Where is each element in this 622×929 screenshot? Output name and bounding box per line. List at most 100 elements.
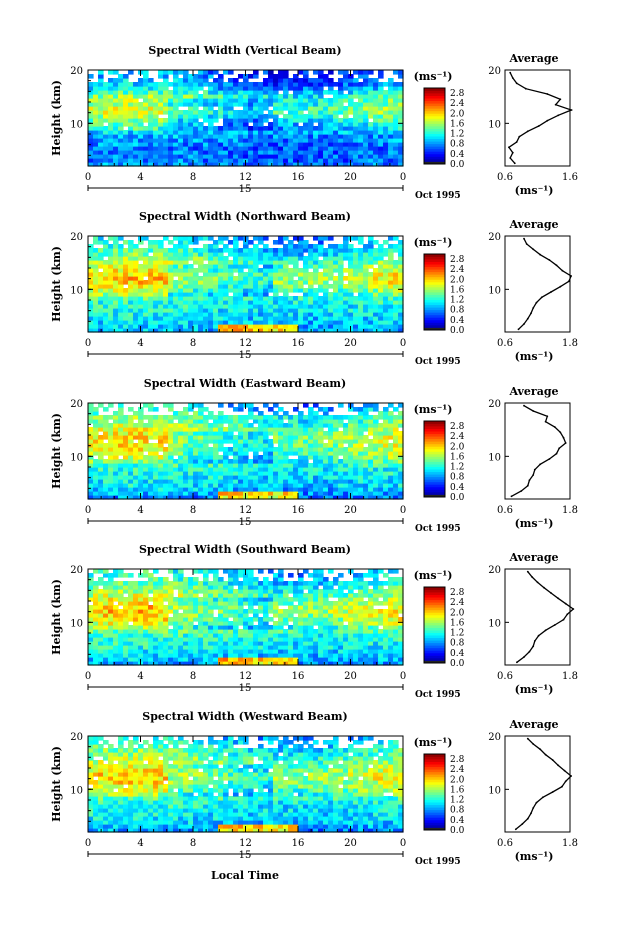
- heat-cell: [363, 427, 369, 432]
- heat-cell: [348, 487, 354, 492]
- heat-cell: [308, 288, 314, 293]
- heat-cell: [283, 300, 289, 305]
- heat-cell: [268, 423, 274, 428]
- heat-cell: [288, 637, 294, 642]
- heat-cell: [123, 158, 129, 163]
- heat-cell: [113, 272, 119, 277]
- heat-cell: [213, 419, 219, 424]
- heat-cell: [273, 328, 279, 333]
- heat-cell: [133, 264, 139, 269]
- heat-cell: [383, 126, 389, 131]
- heat-cell: [233, 82, 239, 87]
- heat-cell: [273, 158, 279, 163]
- heat-cell: [238, 272, 244, 277]
- heat-cell: [263, 320, 269, 325]
- heat-cell: [363, 459, 369, 464]
- heat-cell: [313, 130, 319, 135]
- heat-cell: [178, 491, 184, 496]
- heat-cell: [188, 324, 194, 329]
- heat-cell: [223, 158, 229, 163]
- heat-cell: [333, 328, 339, 333]
- heat-cell: [168, 451, 174, 456]
- heat-cell: [368, 158, 374, 163]
- heat-cell: [398, 431, 404, 436]
- heat-cell: [173, 645, 179, 650]
- heat-cell: [273, 74, 279, 79]
- heat-cell: [123, 260, 129, 265]
- heat-cell: [303, 240, 309, 245]
- heat-cell: [128, 118, 134, 123]
- heat-cell: [88, 316, 94, 321]
- heat-cell: [163, 320, 169, 325]
- heat-cell: [208, 130, 214, 135]
- x-tick-label: 0: [400, 505, 406, 516]
- heat-cell: [128, 328, 134, 333]
- heat-cell: [213, 146, 219, 151]
- heat-cell: [193, 268, 199, 273]
- heat-cell: [303, 90, 309, 95]
- heat-cell: [173, 479, 179, 484]
- heat-cell: [133, 316, 139, 321]
- heat-cell: [138, 296, 144, 301]
- heat-cell: [358, 90, 364, 95]
- heat-cell: [298, 296, 304, 301]
- heat-cell: [163, 138, 169, 143]
- heat-cell: [273, 439, 279, 444]
- heat-cell: [123, 272, 129, 277]
- heat-cell: [183, 280, 189, 285]
- heat-cell: [193, 288, 199, 293]
- colorbar-segment: [424, 269, 445, 273]
- heat-cell: [203, 126, 209, 131]
- heat-cell: [298, 467, 304, 472]
- heat-cell: [248, 74, 254, 79]
- heat-cell: [383, 661, 389, 666]
- heat-cell: [338, 641, 344, 646]
- heat-cell: [283, 134, 289, 139]
- heat-cell: [338, 284, 344, 289]
- heat-cell: [143, 154, 149, 159]
- heat-cell: [238, 320, 244, 325]
- heat-cell: [148, 280, 154, 285]
- heat-cell: [323, 431, 329, 436]
- heat-cell: [168, 316, 174, 321]
- colorbar-segment: [424, 259, 445, 262]
- heat-cell: [178, 142, 184, 147]
- x-tick-label: 0: [85, 338, 91, 349]
- heat-cell: [148, 264, 154, 269]
- heat-cell: [243, 138, 249, 143]
- heat-cell: [118, 312, 124, 317]
- heat-cell: [268, 304, 274, 309]
- heat-cell: [358, 324, 364, 329]
- heat-cell: [153, 467, 159, 472]
- heat-cell: [193, 236, 199, 241]
- average-x-tick-label: 1.8: [562, 338, 578, 349]
- heat-cell: [288, 443, 294, 448]
- heat-cell: [253, 70, 259, 75]
- heat-cell: [148, 645, 154, 650]
- heat-cell: [118, 439, 124, 444]
- heat-cell: [158, 304, 164, 309]
- heat-cell: [123, 118, 129, 123]
- heat-cell: [198, 236, 204, 241]
- heat-cell: [173, 443, 179, 448]
- heat-cell: [273, 637, 279, 642]
- heat-cell: [393, 415, 399, 420]
- heat-cell: [123, 94, 129, 99]
- heat-cell: [158, 106, 164, 111]
- heat-cell: [128, 102, 134, 107]
- heat-cell: [128, 86, 134, 91]
- heat-cell: [173, 110, 179, 115]
- heat-cell: [218, 134, 224, 139]
- heat-cell: [138, 439, 144, 444]
- heat-cell: [158, 158, 164, 163]
- heat-cell: [203, 82, 209, 87]
- heat-cell: [283, 268, 289, 273]
- heat-cell: [358, 657, 364, 662]
- heat-cell: [303, 427, 309, 432]
- heat-cell: [283, 114, 289, 119]
- heat-cell: [88, 90, 94, 95]
- heat-cell: [308, 475, 314, 480]
- heat-cell: [198, 86, 204, 91]
- heat-cell: [188, 252, 194, 257]
- heat-cell: [328, 106, 334, 111]
